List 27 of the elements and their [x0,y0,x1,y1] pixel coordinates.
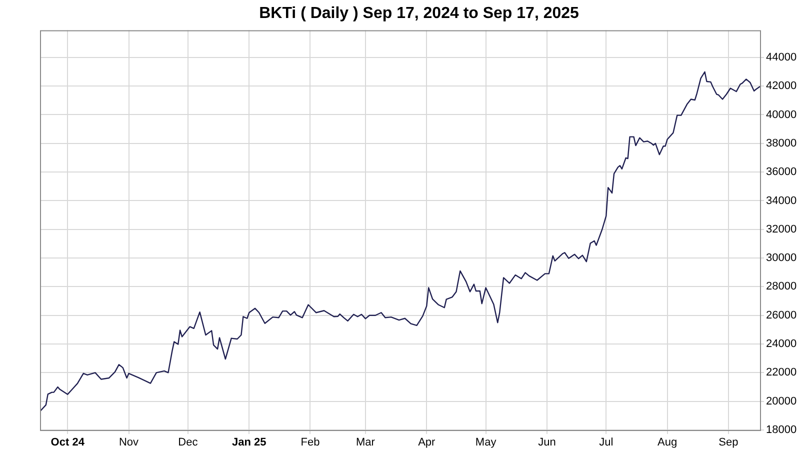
y-tick-label: 38000 [766,137,797,150]
x-tick-label: Aug [658,436,678,449]
y-tick-label: 32000 [766,223,797,236]
x-tick-label: May [475,436,497,449]
y-tick-label: 18000 [766,424,797,436]
y-tick-label: 28000 [766,280,797,293]
x-tick-label: Jul [599,436,614,449]
x-tick-label: Apr [418,436,436,449]
y-tick-label: 24000 [766,338,797,350]
y-tick-label: 30000 [766,252,797,264]
y-tick-label: 42000 [766,80,797,92]
x-tick-label: Sep [718,436,738,449]
y-tick-label: 26000 [766,309,797,322]
y-tick-label: 34000 [766,194,797,207]
y-tick-label: 44000 [766,51,797,64]
x-tick-label: Jan 25 [232,436,266,449]
y-tick-label: 20000 [766,395,797,408]
x-tick-label: Oct 24 [50,436,86,449]
x-tick-label: Nov [118,436,140,449]
x-tick-label: Mar [356,436,376,449]
y-tick-label: 40000 [766,108,797,121]
chart-title: BKTi ( Daily ) Sep 17, 2024 to Sep 17, 2025 [259,5,580,22]
y-tick-label: 36000 [766,166,797,178]
x-tick-label: Jun [538,436,556,449]
x-tick-label: Dec [178,436,198,449]
y-tick-label: 22000 [766,366,797,379]
x-tick-label: Feb [300,436,320,449]
